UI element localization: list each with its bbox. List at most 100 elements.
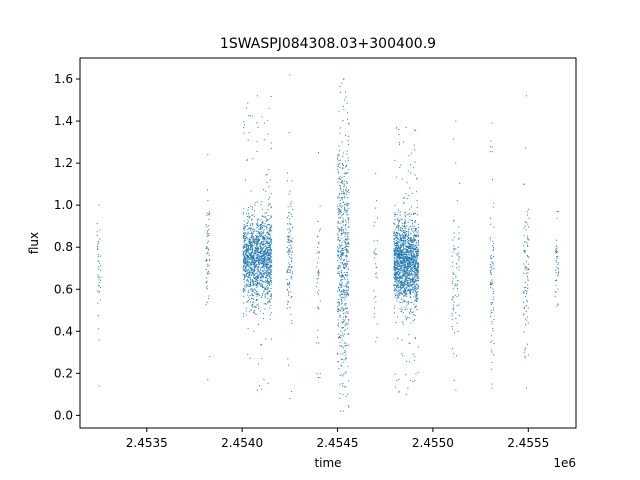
data-point bbox=[251, 288, 253, 290]
data-point bbox=[316, 291, 318, 293]
data-point bbox=[265, 272, 267, 274]
data-point bbox=[404, 283, 406, 285]
data-point bbox=[394, 258, 396, 260]
data-point bbox=[399, 275, 401, 277]
data-point bbox=[348, 192, 350, 194]
data-point bbox=[399, 263, 401, 265]
data-point bbox=[267, 291, 269, 293]
data-point bbox=[247, 225, 249, 227]
data-point bbox=[414, 230, 416, 232]
data-point bbox=[263, 271, 265, 273]
data-point bbox=[405, 265, 407, 267]
data-point bbox=[248, 271, 250, 273]
data-point bbox=[206, 301, 208, 303]
data-point bbox=[268, 267, 270, 269]
data-point bbox=[397, 287, 399, 289]
data-point bbox=[414, 239, 416, 241]
data-point bbox=[403, 203, 405, 205]
data-point bbox=[252, 273, 254, 275]
data-point bbox=[395, 271, 397, 273]
data-point bbox=[243, 270, 245, 272]
data-point bbox=[290, 313, 292, 315]
data-point bbox=[290, 223, 292, 225]
data-point bbox=[416, 283, 418, 285]
data-point bbox=[347, 267, 349, 269]
data-point bbox=[526, 267, 528, 269]
data-point bbox=[492, 299, 494, 301]
data-point bbox=[344, 312, 346, 314]
data-point bbox=[406, 258, 408, 260]
data-point bbox=[249, 266, 251, 268]
data-point bbox=[254, 262, 256, 264]
data-point bbox=[260, 233, 262, 235]
data-point bbox=[348, 293, 350, 295]
data-point bbox=[410, 225, 412, 227]
data-point bbox=[394, 287, 396, 289]
data-point bbox=[269, 256, 271, 258]
data-point bbox=[206, 247, 208, 249]
data-point bbox=[403, 235, 405, 237]
data-point bbox=[405, 254, 407, 256]
data-point bbox=[410, 272, 412, 274]
data-point bbox=[260, 226, 262, 228]
data-point bbox=[413, 256, 415, 258]
data-point bbox=[270, 217, 272, 219]
data-point bbox=[395, 127, 397, 129]
data-point bbox=[348, 406, 350, 408]
data-point bbox=[260, 277, 262, 279]
data-point bbox=[394, 261, 396, 263]
data-point bbox=[348, 281, 350, 283]
data-point bbox=[249, 274, 251, 276]
data-point bbox=[345, 191, 347, 193]
data-point bbox=[206, 285, 208, 287]
data-point bbox=[414, 336, 416, 338]
data-point bbox=[256, 299, 258, 301]
data-point bbox=[341, 254, 343, 256]
data-point bbox=[340, 271, 342, 273]
data-point bbox=[346, 235, 348, 237]
data-point bbox=[254, 270, 256, 272]
data-point bbox=[271, 240, 273, 242]
data-point bbox=[410, 322, 412, 324]
data-point bbox=[345, 357, 347, 359]
data-point bbox=[408, 290, 410, 292]
data-point bbox=[400, 235, 402, 237]
data-point bbox=[255, 250, 257, 252]
data-point bbox=[411, 222, 413, 224]
data-point bbox=[342, 278, 344, 280]
data-point bbox=[254, 252, 256, 254]
data-point bbox=[393, 273, 395, 275]
data-point bbox=[399, 288, 401, 290]
data-point bbox=[417, 372, 419, 374]
data-point bbox=[249, 276, 251, 278]
data-point bbox=[289, 250, 291, 252]
data-point bbox=[337, 361, 339, 363]
data-point bbox=[398, 219, 400, 221]
data-point bbox=[290, 278, 292, 280]
data-point bbox=[407, 266, 409, 268]
data-point bbox=[409, 264, 411, 266]
data-point bbox=[395, 254, 397, 256]
data-point bbox=[269, 290, 271, 292]
data-point bbox=[255, 282, 257, 284]
data-point bbox=[251, 233, 253, 235]
data-point bbox=[397, 255, 399, 257]
data-point bbox=[263, 318, 265, 320]
data-point bbox=[404, 295, 406, 297]
data-point bbox=[263, 268, 265, 270]
data-point bbox=[247, 102, 249, 104]
data-point bbox=[408, 229, 410, 231]
data-point bbox=[414, 263, 416, 265]
data-point bbox=[398, 255, 400, 257]
data-point bbox=[259, 262, 261, 264]
data-point bbox=[412, 264, 414, 266]
data-point bbox=[243, 220, 245, 222]
data-point bbox=[413, 248, 415, 250]
data-point bbox=[342, 308, 344, 310]
data-point bbox=[407, 270, 409, 272]
data-point bbox=[404, 220, 406, 222]
data-point bbox=[402, 241, 404, 243]
data-point bbox=[404, 230, 406, 232]
data-point bbox=[206, 214, 208, 216]
data-point bbox=[407, 236, 409, 238]
